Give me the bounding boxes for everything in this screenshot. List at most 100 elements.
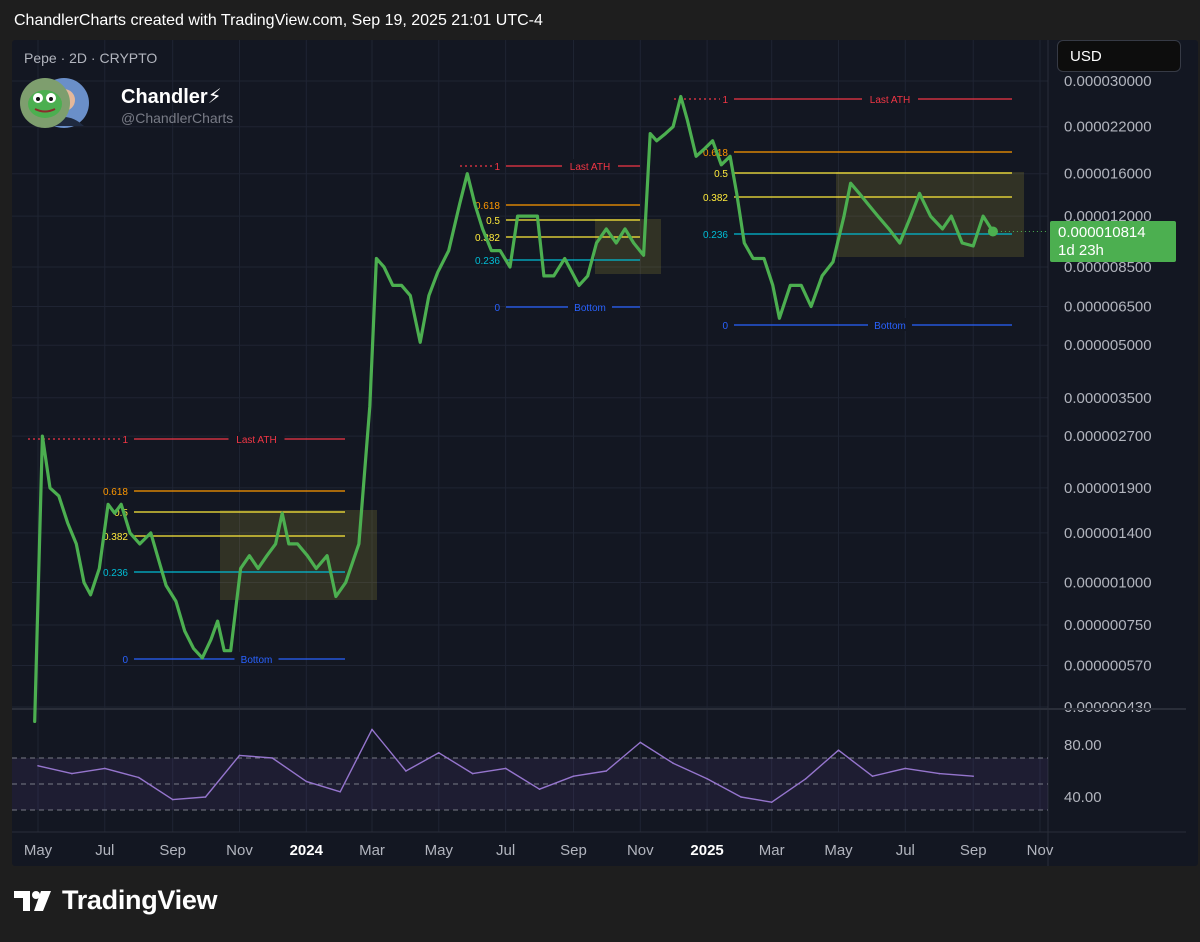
price-point xyxy=(358,543,360,545)
rsi-point xyxy=(271,757,274,759)
fib-level-label: 1 xyxy=(122,435,128,446)
rsi-point xyxy=(504,767,507,770)
y-tick-label: 0.000008500 xyxy=(1064,259,1152,276)
currency-button[interactable]: USD xyxy=(1057,40,1181,72)
rsi-point xyxy=(339,791,342,793)
price-point xyxy=(789,284,792,287)
rsi-point xyxy=(171,798,174,801)
price-point xyxy=(910,215,912,217)
price-point xyxy=(950,215,953,217)
fib-level-label: 0 xyxy=(722,321,728,332)
rsi-point xyxy=(837,749,840,751)
price-point xyxy=(778,317,781,320)
price-point xyxy=(344,581,347,584)
fib-level-label: 0.382 xyxy=(103,532,128,543)
rsi-point xyxy=(639,741,642,744)
price-point xyxy=(223,649,225,652)
price-point xyxy=(335,595,337,598)
price-point xyxy=(743,242,746,244)
price-point xyxy=(447,249,450,252)
price-point xyxy=(941,228,944,230)
price-point xyxy=(98,567,101,570)
current-price: 0.000010814 xyxy=(1058,224,1146,241)
label-bg xyxy=(562,159,618,172)
price-point xyxy=(800,284,803,287)
price-point xyxy=(672,125,674,128)
fib-level-label: 1 xyxy=(494,162,500,173)
price-point xyxy=(428,294,430,297)
price-point xyxy=(527,215,530,217)
chart-frame[interactable] xyxy=(12,40,1198,866)
price-point xyxy=(58,495,60,497)
rsi-point xyxy=(204,796,207,798)
rsi-tick-label: 40.00 xyxy=(1064,789,1102,806)
price-point xyxy=(972,245,974,247)
price-point xyxy=(216,620,219,622)
rsi-point xyxy=(572,775,575,777)
price-point xyxy=(49,487,51,489)
attribution-text: ChandlerCharts created with TradingView.… xyxy=(14,12,543,29)
price-point xyxy=(210,638,212,641)
x-tick-label: Mar xyxy=(759,842,785,859)
consolidation-box xyxy=(595,219,661,274)
price-point xyxy=(466,172,469,175)
price-point xyxy=(849,182,852,184)
price-point xyxy=(704,147,706,150)
rsi-point xyxy=(305,780,308,783)
price-point xyxy=(266,554,268,557)
price-point xyxy=(642,254,645,257)
x-tick-label: Nov xyxy=(1027,842,1054,859)
fib-level-label: 0.5 xyxy=(714,169,728,180)
y-tick-label: 0.000012000 xyxy=(1064,208,1152,225)
price-point xyxy=(375,257,378,260)
fib-level-label: 0.618 xyxy=(103,487,128,498)
price-point xyxy=(392,284,394,287)
price-point xyxy=(139,543,141,545)
price-point xyxy=(711,140,714,142)
price-point xyxy=(201,657,204,659)
price-point xyxy=(165,584,167,587)
rsi-point xyxy=(238,754,241,757)
fib-level-label: 0 xyxy=(494,303,500,314)
price-point xyxy=(563,257,566,260)
symbol-title: Pepe · 2D · CRYPTO xyxy=(24,50,158,66)
price-point xyxy=(89,594,92,596)
x-tick-label: 2024 xyxy=(290,842,324,859)
price-point xyxy=(183,630,186,632)
price-point xyxy=(499,249,501,252)
price-point xyxy=(129,532,131,534)
rsi-point xyxy=(538,788,541,790)
price-point xyxy=(383,266,385,268)
price-point xyxy=(481,228,484,230)
x-tick-label: May xyxy=(425,842,454,859)
price-point xyxy=(680,95,682,98)
tradingview-logo[interactable]: TradingView xyxy=(14,885,218,916)
y-tick-label: 0.000002700 xyxy=(1064,428,1152,445)
price-point xyxy=(175,600,177,603)
rsi-point xyxy=(137,776,140,779)
price-point xyxy=(113,512,116,514)
price-point xyxy=(41,435,44,437)
price-point xyxy=(810,305,812,308)
price-point xyxy=(107,503,109,506)
label-bg xyxy=(862,92,918,105)
fib-level-label: 0.236 xyxy=(475,256,500,267)
rsi-point xyxy=(104,767,106,770)
y-tick-label: 0.000000570 xyxy=(1064,657,1152,674)
price-point xyxy=(490,249,493,252)
rsi-point xyxy=(438,752,440,754)
price-point xyxy=(961,242,963,244)
rsi-point xyxy=(871,775,874,777)
rsi-point xyxy=(405,770,407,772)
price-point xyxy=(516,215,519,217)
fib-level-label: 0.618 xyxy=(475,201,500,212)
tradingview-logo-icon xyxy=(14,890,51,911)
price-point xyxy=(720,164,723,166)
price-point xyxy=(296,543,299,545)
rsi-point xyxy=(972,775,974,777)
current-price-tag: 0.000010814 1d 23h xyxy=(1050,221,1176,262)
price-point xyxy=(281,512,284,514)
x-tick-label: Jul xyxy=(896,842,915,859)
price-point xyxy=(400,284,403,287)
